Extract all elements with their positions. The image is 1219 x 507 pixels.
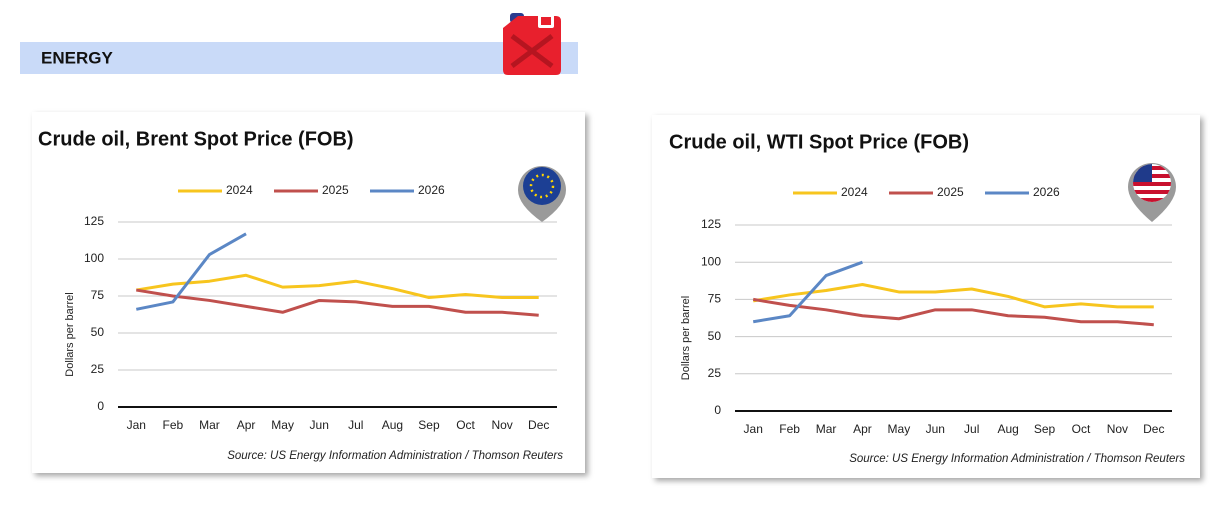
x-tick-label: Nov <box>491 418 512 432</box>
y-tick-label: 125 <box>84 214 104 228</box>
y-tick-label: 75 <box>708 292 722 306</box>
y-tick-label: 100 <box>701 254 721 268</box>
y-tick-label: 25 <box>708 366 722 380</box>
y-tick-label: 50 <box>708 329 722 343</box>
data-line <box>752 283 1154 309</box>
x-tick-label: Mar <box>816 422 837 436</box>
chart-card <box>652 115 1200 478</box>
legend-label: 2025 <box>322 183 349 197</box>
x-tick-label: Aug <box>997 422 1018 436</box>
header-bar <box>20 42 578 74</box>
x-tick-label: Jul <box>348 418 363 432</box>
legend-label: 2026 <box>418 183 445 197</box>
data-line <box>136 288 539 317</box>
data-line <box>136 273 539 299</box>
y-tick-label: 50 <box>91 325 105 339</box>
x-tick-label: Oct <box>456 418 475 432</box>
chart-title: Crude oil, Brent Spot Price (FOB) <box>38 128 354 150</box>
x-tick-label: Dec <box>1143 422 1164 436</box>
x-tick-label: May <box>888 422 911 436</box>
chart-title: Crude oil, WTI Spot Price (FOB) <box>669 131 969 153</box>
x-tick-label: Jan <box>127 418 146 432</box>
data-line <box>752 260 863 324</box>
y-axis-label: Dollars per barrel <box>64 292 76 376</box>
x-tick-label: Sep <box>1034 422 1056 436</box>
data-line <box>752 297 1154 327</box>
header-title: ENERGY <box>41 48 113 67</box>
x-tick-label: Dec <box>528 418 549 432</box>
x-tick-label: Jul <box>964 422 979 436</box>
x-tick-label: Sep <box>418 418 440 432</box>
y-axis-label: Dollars per barrel <box>680 296 692 380</box>
x-tick-label: Nov <box>1107 422 1128 436</box>
x-tick-label: Jun <box>926 422 945 436</box>
us-pin <box>1128 163 1176 222</box>
x-tick-label: Jan <box>744 422 763 436</box>
y-tick-label: 25 <box>91 362 105 376</box>
x-tick-label: Apr <box>853 422 872 436</box>
y-tick-label: 75 <box>91 288 105 302</box>
x-tick-label: Mar <box>199 418 220 432</box>
x-tick-label: Feb <box>163 418 184 432</box>
source-note: Source: US Energy Information Administra… <box>849 453 1185 465</box>
x-tick-label: Oct <box>1072 422 1091 436</box>
y-tick-label: 0 <box>714 403 721 417</box>
x-tick-label: Apr <box>237 418 256 432</box>
legend-label: 2024 <box>226 183 253 197</box>
legend-label: 2026 <box>1033 185 1060 199</box>
legend-label: 2025 <box>937 185 964 199</box>
data-line <box>135 232 247 311</box>
x-tick-label: Aug <box>382 418 403 432</box>
fuel-icon <box>503 13 561 75</box>
x-tick-label: Jun <box>310 418 329 432</box>
y-tick-label: 125 <box>701 217 721 231</box>
legend-label: 2024 <box>841 185 868 199</box>
y-tick-label: 100 <box>84 251 104 265</box>
x-tick-label: Feb <box>779 422 800 436</box>
y-tick-label: 0 <box>97 399 104 413</box>
x-tick-label: May <box>271 418 294 432</box>
eu-pin <box>518 166 566 222</box>
source-note: Source: US Energy Information Administra… <box>227 450 563 462</box>
chart-card <box>32 112 585 473</box>
